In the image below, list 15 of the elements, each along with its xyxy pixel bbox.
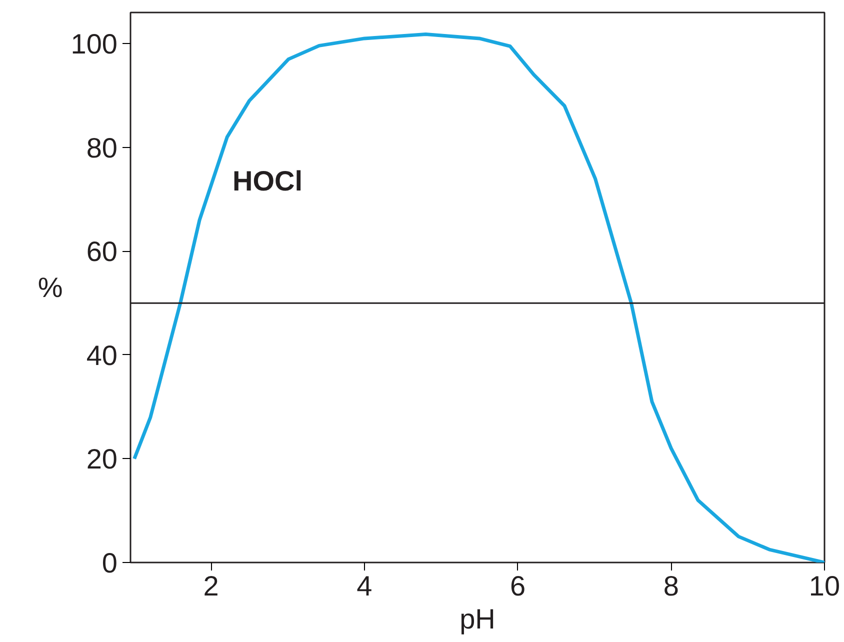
y-tick-label: 60 [86, 236, 118, 268]
series-label: HOCl [232, 166, 302, 196]
y-tick-label: 80 [86, 132, 118, 164]
y-axis-title: % [38, 272, 63, 303]
x-tick-label: 10 [808, 570, 840, 602]
y-tick-label: 20 [86, 444, 118, 475]
x-axis-title: pH [460, 604, 496, 634]
x-tick-label: 2 [203, 570, 219, 602]
line-series [132, 32, 824, 562]
y-tick-label: 40 [86, 340, 118, 371]
y-tick-label: 0 [102, 548, 118, 578]
y-tick-label: 100 [70, 28, 118, 60]
x-tick-label: 4 [356, 570, 372, 602]
x-tick-label: 8 [663, 570, 679, 602]
x-tick-label: 6 [510, 570, 526, 602]
